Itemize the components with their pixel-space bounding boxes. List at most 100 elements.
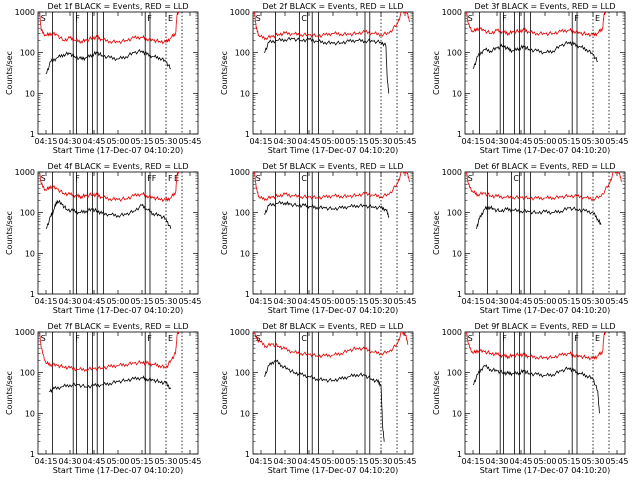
x-tick-label: 05:00 [533,297,556,306]
x-axis-label: Start Time (17-Dec-07 04:10:20) [480,146,611,155]
interval-marker: S [468,334,473,343]
x-axis-label: Start Time (17-Dec-07 04:10:20) [268,306,399,315]
x-tick-label: 05:30 [369,297,392,306]
x-tick-label: 04:15 [249,457,272,466]
interval-marker: F [574,334,579,343]
interval-marker: S [41,334,46,343]
x-tick-label: 04:45 [297,137,320,146]
series-line-events [472,40,598,70]
y-tick-label: 100 [20,369,35,378]
interval-marker: F [502,14,507,23]
plot-frame [252,331,414,455]
y-tick-label: 10 [452,249,462,258]
interval-marker: C [301,14,307,23]
x-tick-label: 05:15 [130,297,153,306]
x-tick-label: 05:45 [393,297,416,306]
y-tick-label: 100 [447,369,462,378]
y-axis-label: Counts/sec [5,51,14,95]
y-tick-label: 10 [240,89,250,98]
x-tick-label: 04:45 [297,457,320,466]
panel-2: Det 2f BLACK = Events, RED = LLD 1 10 100 10… [220,2,417,155]
x-tick-label: 04:45 [509,457,532,466]
x-tick-label: 05:45 [605,137,628,146]
series-group [466,12,607,70]
interval-marker: S [41,14,46,23]
x-tick-label: 04:15 [461,457,484,466]
x-tick-label: 04:30 [485,297,508,306]
x-tick-label: 04:15 [249,137,272,146]
x-tick-label: 05:00 [533,137,556,146]
x-tick-label: 05:15 [345,457,368,466]
x-tick-label: 05:45 [605,297,628,306]
x-tick-label: 05:00 [106,137,129,146]
series-group [466,332,607,414]
panel-title: Det 9f BLACK = Events, RED = LLD [474,322,615,331]
interval-marker: S [468,14,473,23]
plot-frame [464,171,626,295]
x-axis-label: Start Time (17-Dec-07 04:10:20) [53,306,184,315]
y-tick-label: 1 [457,290,462,299]
interval-marker: E [595,334,600,343]
x-tick-label: 05:30 [369,137,392,146]
y-axis-label: Counts/sec [220,51,229,95]
x-axis-label: Start Time (17-Dec-07 04:10:20) [480,466,611,475]
plot-frame [37,331,199,455]
y-tick-label: 1000 [230,328,250,337]
y-tick-label: 1000 [230,8,250,17]
x-tick-label: 04:30 [273,297,296,306]
x-tick-label: 05:15 [557,297,580,306]
panel-6: Det 6f BLACK = Events, RED = LLD 1 10 100 10… [432,162,629,315]
panel-8: Det 8f BLACK = Events, RED = LLD 1 10 100 10… [220,322,417,475]
x-tick-label: 05:15 [130,137,153,146]
x-tick-label: 04:45 [82,297,105,306]
series-line-events [45,48,171,75]
plot-frame [252,171,414,295]
x-tick-label: 05:45 [605,457,628,466]
y-tick-label: 1 [30,450,35,459]
series-group [254,12,411,94]
y-tick-label: 100 [447,49,462,58]
y-axis-label: Counts/sec [5,211,14,255]
x-tick-label: 04:30 [273,137,296,146]
interval-marker: F [168,174,173,183]
x-tick-label: 05:00 [533,457,556,466]
panel-3: Det 3f BLACK = Events, RED = LLD 1 10 100 10… [432,2,629,155]
x-tick-label: 04:15 [34,137,57,146]
y-tick-label: 1000 [15,8,35,17]
interval-marker: C [513,174,519,183]
x-tick-label: 04:45 [82,137,105,146]
interval-marker: F [147,334,152,343]
y-tick-label: 1 [30,290,35,299]
x-tick-label: 05:30 [581,137,604,146]
series-line-events [263,359,385,442]
x-tick-label: 05:30 [154,297,177,306]
x-tick-label: 05:15 [557,457,580,466]
x-tick-label: 04:30 [58,297,81,306]
series-group [39,332,180,393]
x-tick-label: 05:00 [106,297,129,306]
interval-marker: F [502,334,507,343]
y-tick-label: 1 [245,290,250,299]
panel-title: Det 2f BLACK = Events, RED = LLD [262,2,403,11]
plot-frame [464,331,626,455]
y-tick-label: 100 [447,209,462,218]
x-axis-label: Start Time (17-Dec-07 04:10:20) [268,146,399,155]
interval-marker: S [41,174,46,183]
x-tick-label: 05:30 [581,297,604,306]
y-tick-label: 1000 [442,8,462,17]
panel-title: Det 7f BLACK = Events, RED = LLD [47,322,188,331]
y-tick-label: 10 [452,89,462,98]
x-tick-label: 05:45 [393,137,416,146]
series-group [39,12,180,75]
x-tick-label: 04:30 [273,457,296,466]
series-line-lld [466,172,623,202]
x-axis-label: Start Time (17-Dec-07 04:10:20) [53,466,184,475]
series-line-events [48,375,172,393]
series-line-lld [254,12,411,41]
y-tick-label: 1 [245,130,250,139]
y-tick-label: 1 [30,130,35,139]
interval-marker: E [168,334,173,343]
y-tick-label: 1000 [15,168,35,177]
x-tick-label: 04:45 [509,297,532,306]
y-tick-label: 1 [457,450,462,459]
